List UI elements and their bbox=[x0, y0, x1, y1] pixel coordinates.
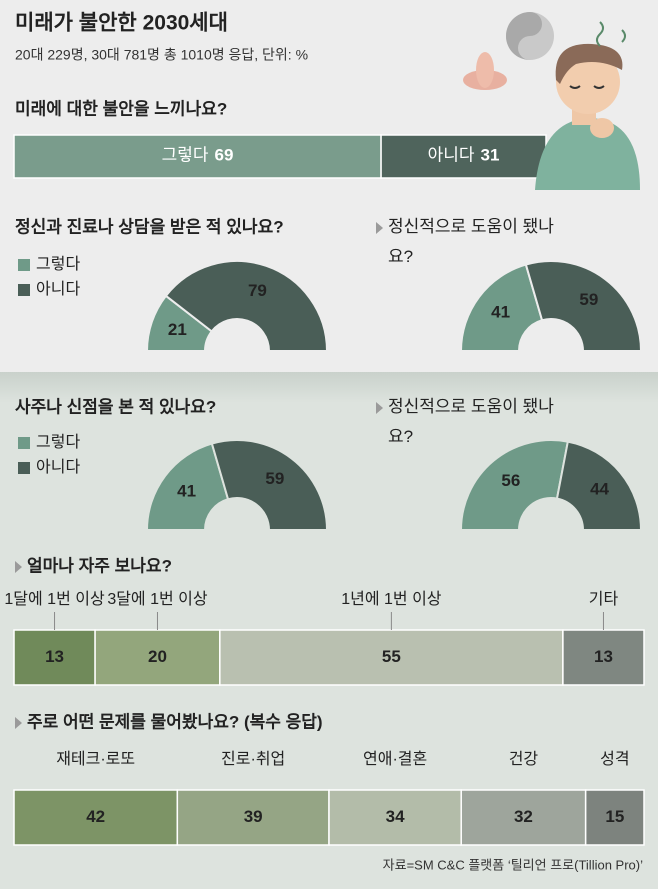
charts: 미래에 대한 불안을 느끼나요? 그렇다 69 아니다 31 정신과 진료나 상담을 받은… bbox=[4, 99, 645, 846]
category-label: 성격 bbox=[600, 750, 629, 768]
category-label: 1년에 1번 이상 bbox=[341, 590, 442, 608]
bar-segment bbox=[380, 134, 547, 179]
bar-segment bbox=[584, 789, 645, 846]
pie-segment bbox=[145, 442, 230, 531]
question: 사주나 신점을 본 적 있나요? bbox=[15, 397, 216, 416]
legend-label: 아니다 bbox=[36, 280, 80, 298]
bar-value: 42 bbox=[86, 807, 105, 826]
bar-value: 55 bbox=[382, 647, 401, 666]
legend-label: 그렇다 bbox=[36, 255, 80, 273]
bar-segment bbox=[460, 789, 587, 846]
pie-segment bbox=[459, 263, 544, 352]
question: 정신과 진료나 상담을 받은 적 있나요? bbox=[15, 217, 284, 236]
pie-value: 59 bbox=[265, 469, 284, 488]
bar-value: 32 bbox=[514, 807, 533, 826]
subtitle: 20대 229명, 30대 781명 총 1010명 응답, 단위: % bbox=[15, 47, 308, 63]
bar-value: 15 bbox=[605, 807, 624, 826]
hair bbox=[555, 43, 623, 84]
question: 얼마나 자주 보나요? bbox=[27, 556, 172, 575]
legend-label: 아니다 bbox=[36, 458, 80, 476]
yin-yang-half bbox=[506, 12, 542, 60]
legend-swatch bbox=[18, 259, 30, 271]
bar-segment bbox=[13, 629, 96, 686]
legend-label: 그렇다 bbox=[36, 433, 80, 451]
bar-segment bbox=[94, 629, 221, 686]
category-label: 연애·결혼 bbox=[363, 750, 427, 768]
bar-segment bbox=[176, 789, 330, 846]
category-label: 기타 bbox=[589, 590, 619, 608]
category-label: 건강 bbox=[509, 750, 539, 768]
question: 주로 어떤 문제를 물어봤나요? (복수 응답) bbox=[27, 712, 323, 731]
bar-value: 69 bbox=[215, 146, 234, 165]
category-label: 3달에 1번 이상 bbox=[107, 590, 208, 608]
pie-value: 21 bbox=[168, 320, 187, 339]
bar-category: 아니다 bbox=[428, 146, 475, 165]
bullet-arrow bbox=[15, 561, 22, 573]
bar-value: 31 bbox=[481, 146, 500, 165]
pie-segment bbox=[524, 260, 643, 352]
pie-segment bbox=[210, 439, 329, 531]
bar-value: 39 bbox=[244, 807, 263, 826]
legend-swatch bbox=[18, 284, 30, 296]
bar-label: 아니다 31 bbox=[428, 146, 500, 165]
question: 정신적으로 도움이 됐나요? bbox=[388, 217, 554, 266]
bar-value: 13 bbox=[594, 647, 613, 666]
body bbox=[535, 118, 640, 190]
bar-category: 그렇다 bbox=[162, 146, 209, 165]
bar-segment bbox=[328, 789, 462, 846]
category-label: 1달에 1번 이상 bbox=[4, 590, 105, 608]
title: 미래가 불안한 2030세대 bbox=[15, 12, 228, 35]
legend-swatch bbox=[18, 462, 30, 474]
bullet-arrow bbox=[376, 222, 383, 234]
pie-value: 56 bbox=[501, 471, 520, 490]
source: 자료=SM C&C 플랫폼 ‘틸리언 프로(Tillion Pro)’ bbox=[383, 857, 643, 872]
question: 미래에 대한 불안을 느끼나요? bbox=[15, 99, 227, 118]
pie-segment bbox=[459, 439, 570, 531]
lotus-petal bbox=[476, 52, 494, 88]
pie-value: 59 bbox=[579, 290, 598, 309]
bar-value: 34 bbox=[386, 807, 405, 826]
pie-value: 79 bbox=[248, 281, 267, 300]
legend-swatch bbox=[18, 437, 30, 449]
bullet-arrow bbox=[15, 717, 22, 729]
eyes bbox=[569, 85, 605, 89]
question: 정신적으로 도움이 됐나요? bbox=[388, 397, 554, 446]
bar-segment bbox=[13, 789, 179, 846]
worry-marks bbox=[596, 21, 626, 47]
pie-value: 41 bbox=[491, 303, 510, 322]
bar-value: 13 bbox=[45, 647, 64, 666]
question-box: 정신적으로 도움이 됐나요? bbox=[388, 397, 554, 446]
bar-label: 그렇다 69 bbox=[162, 146, 234, 165]
pie-segment bbox=[164, 260, 329, 352]
question-box: 정신적으로 도움이 됐나요? bbox=[388, 217, 554, 266]
hand bbox=[590, 118, 614, 138]
pie-value: 41 bbox=[177, 482, 196, 501]
bullet-arrow bbox=[376, 402, 383, 414]
category-label: 진로·취업 bbox=[221, 750, 285, 768]
pie-value: 44 bbox=[590, 479, 609, 498]
bar-value: 20 bbox=[148, 647, 167, 666]
illustration bbox=[463, 12, 640, 190]
pie-segment bbox=[555, 440, 643, 531]
category-label: 재테크·로또 bbox=[56, 750, 135, 768]
